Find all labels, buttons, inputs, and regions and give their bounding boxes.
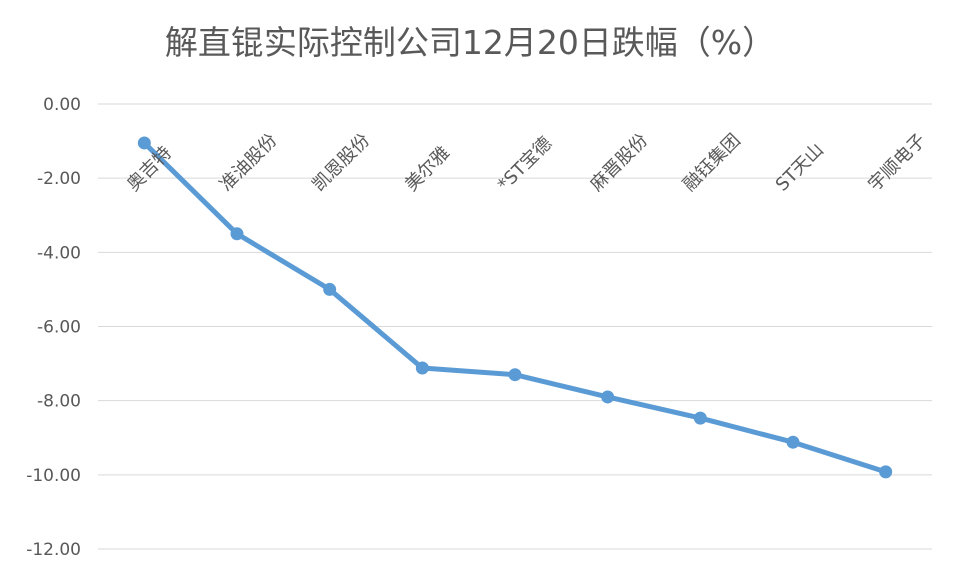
y-tick-label: -12.00 xyxy=(26,540,81,560)
x-category-label: ST天山 xyxy=(772,139,828,195)
y-tick-label: -8.00 xyxy=(37,392,81,412)
x-category-label: 宇顺电子 xyxy=(864,130,930,196)
data-point-1 xyxy=(137,136,151,150)
data-point-8 xyxy=(786,435,800,449)
chart-title: 解直锟实际控制公司12月20日跌幅（%） xyxy=(165,23,775,62)
x-category-label: 准油股份 xyxy=(216,130,282,196)
x-category-label: 美尔雅 xyxy=(401,143,454,196)
x-axis-category-labels: 奥吉特 准油股份 凯恩股份 美尔雅 *ST宝德 麻晋股份 融钰集团 ST天山 宇顺电子 xyxy=(123,130,930,196)
data-point-2 xyxy=(230,227,244,241)
data-point-6 xyxy=(601,390,615,404)
y-tick-label: -10.00 xyxy=(26,466,81,486)
y-tick-label: -4.00 xyxy=(37,243,81,263)
series-layer xyxy=(137,136,893,479)
x-category-label: *ST宝德 xyxy=(494,133,557,196)
data-point-9 xyxy=(879,465,893,479)
gridlines xyxy=(98,103,932,550)
y-tick-label: -6.00 xyxy=(37,318,81,338)
data-point-7 xyxy=(693,411,707,425)
data-point-4 xyxy=(415,361,429,375)
data-point-5 xyxy=(508,368,522,382)
y-tick-label: -2.00 xyxy=(37,169,81,189)
y-axis-ticks: 0.00 -2.00 -4.00 -6.00 -8.00 -10.00 -12.00 xyxy=(26,95,81,560)
data-point-3 xyxy=(323,282,337,296)
x-category-label: 凯恩股份 xyxy=(308,130,374,196)
x-category-label: 麻晋股份 xyxy=(586,130,652,196)
y-tick-label: 0.00 xyxy=(43,95,81,115)
series-line xyxy=(141,140,889,475)
x-category-label: 融钰集团 xyxy=(679,130,745,196)
